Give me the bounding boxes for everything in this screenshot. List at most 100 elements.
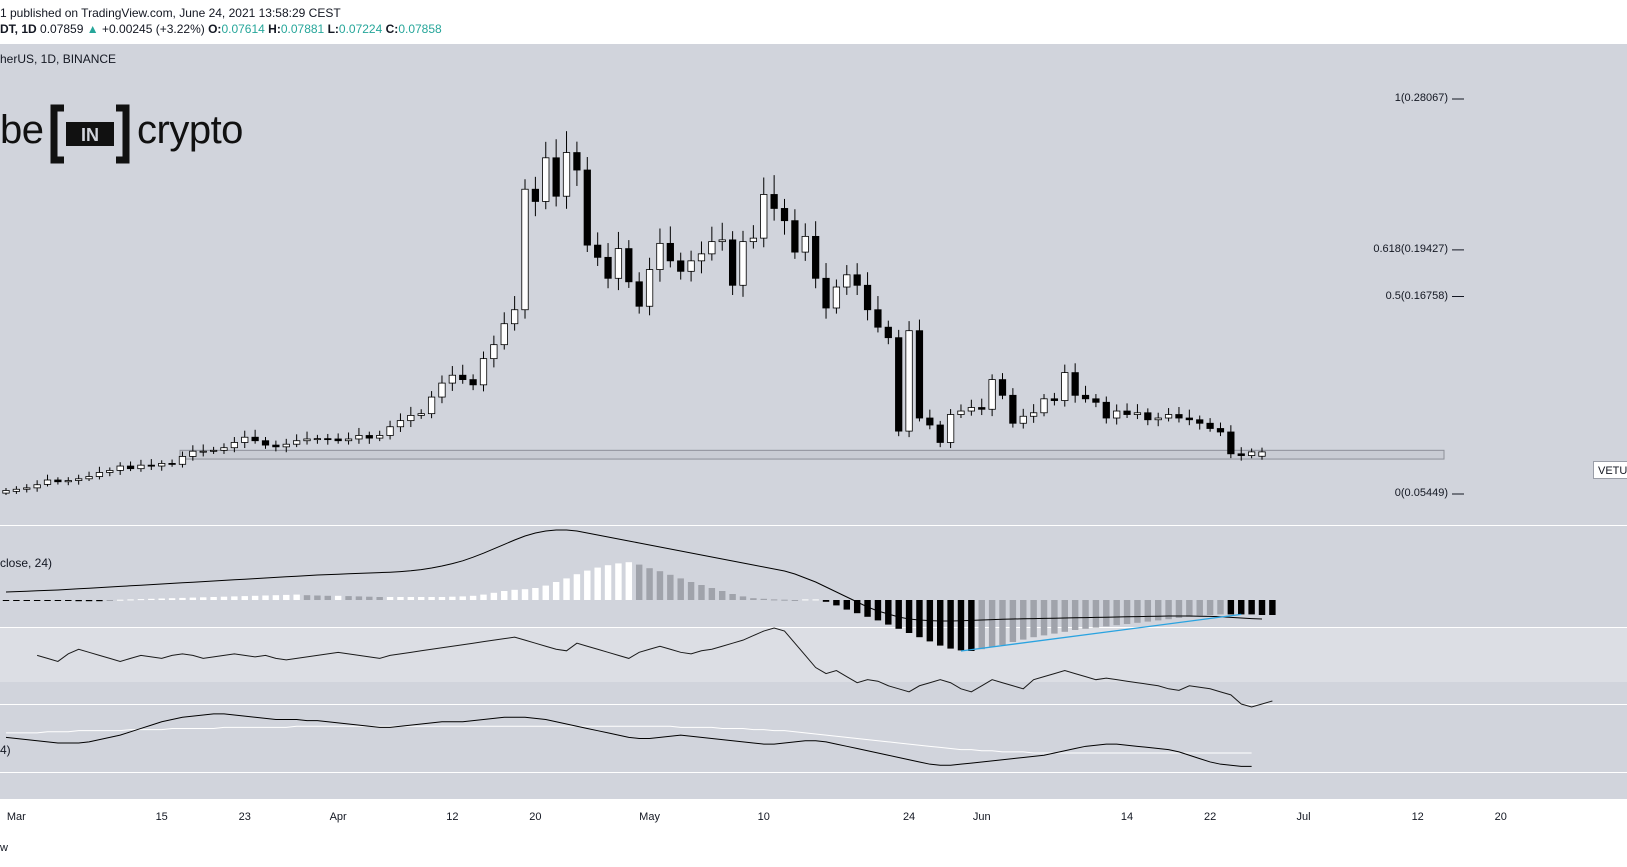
histogram-bar [885, 600, 892, 625]
candle-body [863, 284, 872, 311]
histogram-bar [1154, 600, 1162, 621]
candle-body [573, 152, 581, 171]
fib-level-label: 1(0.28067) [1394, 92, 1448, 104]
candle-body [677, 260, 685, 272]
candle-body [895, 337, 903, 432]
histogram-bar [355, 596, 363, 600]
price-change: +0.00245 (+3.22%) [102, 22, 205, 36]
candle-body [812, 235, 820, 279]
histogram-bar [386, 597, 394, 600]
candle-body [1216, 428, 1225, 433]
candle-body [957, 410, 965, 415]
time-axis [0, 773, 1627, 799]
candle-body [396, 420, 405, 428]
histogram-bar [594, 567, 601, 600]
histogram-bar [625, 562, 633, 600]
publish-info: 1 published on TradingView.com, June 24,… [0, 6, 341, 20]
candle-body [282, 443, 290, 448]
histogram-bar [272, 595, 280, 600]
high-label: H: [268, 22, 281, 36]
histogram-bar [812, 599, 819, 601]
rsi-line [36, 627, 1273, 708]
candle-body [521, 188, 529, 311]
candle-body [344, 438, 353, 442]
histogram-bar [999, 600, 1006, 645]
candle-body [220, 447, 228, 451]
histogram-bar [469, 595, 477, 600]
histogram-bar [1258, 600, 1266, 615]
candle-body [64, 480, 72, 483]
histogram-bar [646, 568, 653, 600]
histogram-bar [1227, 600, 1235, 615]
low-label: L: [327, 22, 339, 36]
histogram-bar [1134, 600, 1141, 623]
fib-level-label: 0.5(0.16758) [1385, 289, 1448, 302]
chart-canvas[interactable] [0, 44, 1627, 842]
candle-body [604, 256, 612, 279]
candle-body [500, 323, 508, 346]
candle-body [562, 152, 571, 197]
histogram-bar [698, 585, 705, 600]
histogram-bar [1186, 600, 1193, 617]
candle-body [905, 330, 913, 432]
candle-body [1050, 398, 1059, 401]
histogram-bar [667, 574, 674, 600]
histogram-bar [283, 594, 290, 600]
time-axis-label: Jun [972, 811, 991, 823]
histogram-bar [1196, 600, 1203, 616]
histogram-bar [1082, 600, 1089, 629]
candle-body [625, 248, 633, 283]
histogram-bar [1144, 600, 1152, 622]
histogram-bar [1071, 600, 1079, 630]
histogram-bar [781, 599, 788, 601]
histogram-bar [895, 600, 902, 629]
candle-body [666, 242, 674, 262]
candle-body [85, 476, 93, 480]
candle-body [33, 484, 41, 489]
candle-body [189, 450, 197, 457]
candle-body [967, 407, 975, 412]
indicator3-pane [0, 705, 1627, 772]
candle-body [355, 435, 363, 440]
logo-text-in: IN [81, 125, 99, 145]
candle-body [334, 438, 342, 442]
histogram-bar [241, 596, 248, 600]
histogram-bar [542, 585, 549, 600]
candle-body [988, 379, 996, 410]
histogram-bar [137, 599, 145, 601]
candle-body [749, 237, 757, 243]
candle-body [75, 478, 83, 481]
candle-body [552, 157, 560, 197]
candle-body [158, 463, 166, 467]
candle-body [1092, 398, 1100, 403]
histogram-bar [158, 598, 165, 600]
histogram-bar [459, 596, 466, 600]
histogram-bar [729, 594, 736, 600]
candle-body [1061, 372, 1069, 401]
histogram-bar [33, 600, 41, 601]
histogram-bar [75, 600, 82, 602]
candle-body [656, 242, 664, 270]
candle-body [760, 194, 768, 239]
histogram-bar [656, 571, 664, 600]
candle-body [770, 194, 778, 209]
histogram-bar [189, 597, 197, 600]
histogram-bar [1238, 600, 1245, 615]
time-axis-label: 24 [902, 811, 916, 823]
histogram-bar [905, 600, 913, 633]
candle-body [1030, 412, 1038, 417]
candle-body [251, 436, 259, 442]
candle-body [1164, 414, 1173, 419]
histogram-bar [231, 596, 238, 600]
candle-body [1227, 431, 1235, 455]
histogram-bar [708, 588, 716, 600]
histogram-bar [334, 595, 342, 600]
open-value: 0.07614 [221, 22, 265, 36]
histogram-bar [345, 596, 352, 600]
change-arrow-icon: ▲ [86, 22, 99, 36]
histogram-bar [1020, 600, 1027, 640]
candle-body [708, 241, 716, 255]
candle-body [853, 274, 861, 286]
price-pane [0, 44, 1627, 525]
histogram-bar [968, 600, 975, 651]
